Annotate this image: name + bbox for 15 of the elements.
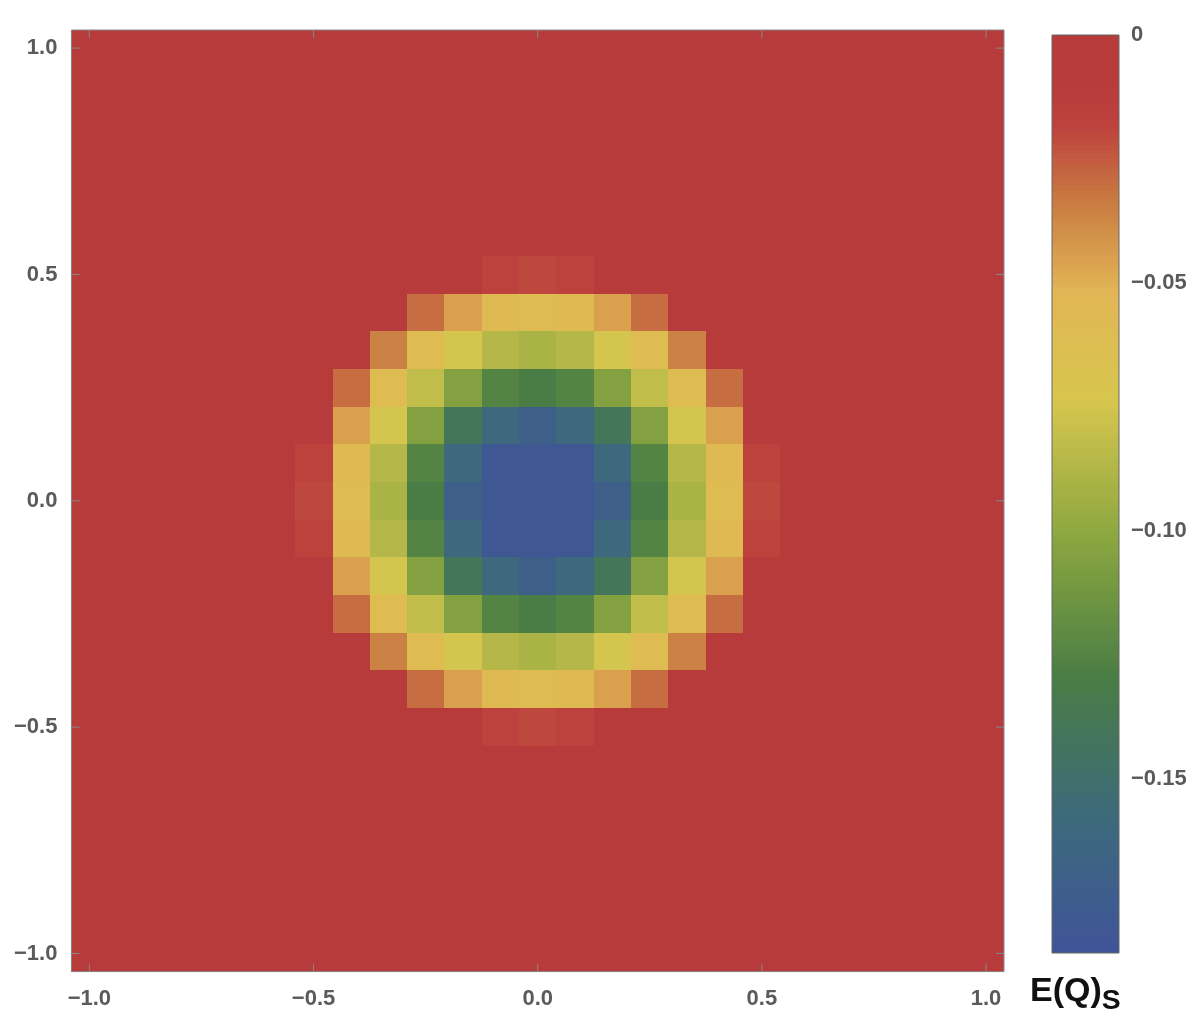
color-bar-title: E(Q)$_{S}$ [1030, 970, 1121, 1016]
y-tick-label: −1.0 [13, 939, 58, 965]
y-tick-label: 0.0 [26, 486, 58, 512]
y-tick-label: −0.5 [13, 713, 58, 739]
x-tick-label: −1.0 [67, 984, 112, 1010]
x-tick-label: −0.5 [291, 984, 336, 1010]
color-bar-label: 0 [1131, 21, 1144, 47]
y-tick-label: 0.5 [26, 260, 58, 286]
y-tick-label: 1.0 [26, 34, 58, 60]
x-tick-label: 0.5 [746, 984, 778, 1010]
x-tick-label: 0.0 [522, 984, 554, 1010]
color-bar-label: −0.15 [1131, 765, 1187, 791]
x-tick-label: 1.0 [970, 984, 1002, 1010]
color-bar-label: −0.10 [1131, 517, 1187, 543]
color-bar-label: −0.05 [1131, 269, 1187, 295]
